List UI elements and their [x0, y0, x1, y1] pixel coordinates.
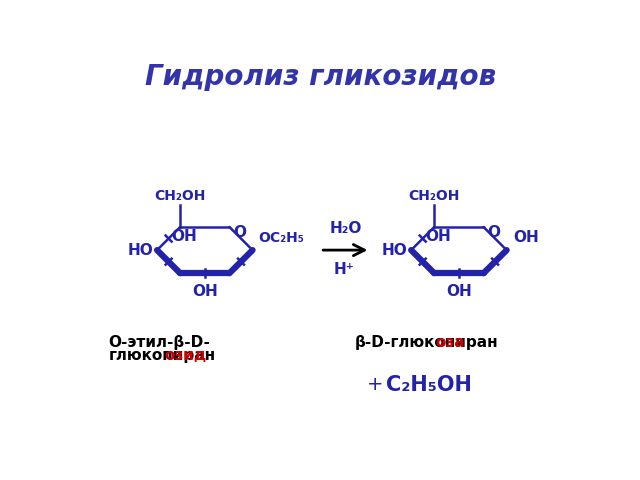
Text: C₂H₅OH: C₂H₅OH: [386, 375, 472, 395]
Text: β-D-глюкопиран: β-D-глюкопиран: [355, 335, 499, 350]
Text: O: O: [487, 225, 500, 240]
Text: O: O: [233, 225, 246, 240]
Text: OC₂H₅: OC₂H₅: [259, 231, 305, 245]
Text: H⁺: H⁺: [334, 262, 355, 276]
Text: OH: OH: [425, 229, 451, 244]
Text: CH₂OH: CH₂OH: [154, 189, 206, 203]
Text: О-этил-β-D-: О-этил-β-D-: [109, 335, 211, 350]
Text: OH: OH: [446, 284, 472, 299]
Text: OH: OH: [171, 229, 196, 244]
Text: HO: HO: [381, 242, 407, 258]
Text: глюкопиран: глюкопиран: [109, 348, 216, 363]
Text: +: +: [367, 375, 383, 394]
Text: H₂O: H₂O: [330, 221, 362, 236]
Text: озид: озид: [164, 348, 206, 363]
Text: CH₂OH: CH₂OH: [408, 189, 460, 203]
Text: Гидролиз гликозидов: Гидролиз гликозидов: [145, 63, 496, 91]
Text: HO: HO: [127, 242, 153, 258]
Text: OH: OH: [513, 230, 538, 245]
Text: оза: оза: [435, 335, 465, 350]
Text: OH: OH: [192, 284, 218, 299]
